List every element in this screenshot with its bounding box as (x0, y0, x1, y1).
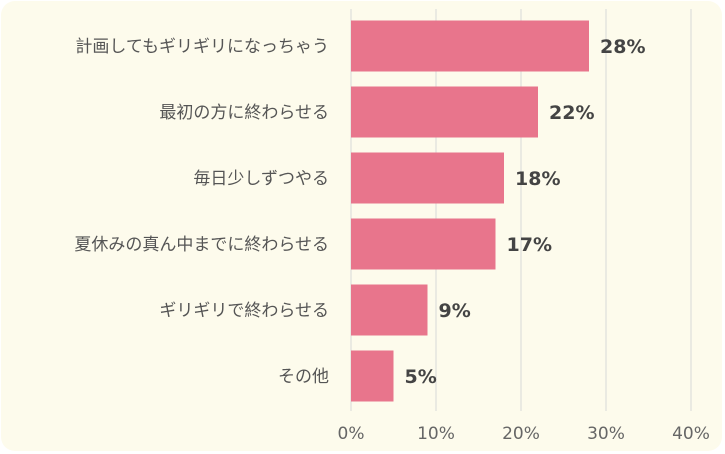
category-label: 毎日少しずつやる (193, 169, 329, 189)
category-label: 最初の方に終わらせる (159, 103, 329, 123)
category-label: ギリギリで終わらせる (159, 301, 329, 321)
data-label: 28% (600, 36, 645, 58)
bar (351, 86, 538, 138)
x-tick-label: 0% (338, 424, 365, 444)
data-label: 17% (507, 234, 552, 256)
x-tick-label: 20% (502, 424, 540, 444)
bar (351, 350, 394, 402)
data-label: 9% (439, 300, 471, 322)
x-tick-label: 40% (672, 424, 710, 444)
category-label: その他 (278, 367, 329, 387)
bar (351, 20, 589, 72)
category-label: 夏休みの真ん中までに終わらせる (74, 235, 329, 255)
x-tick-label: 30% (587, 424, 625, 444)
data-label: 22% (549, 102, 594, 124)
bar (351, 152, 504, 204)
category-label: 計画してもギリギリになっちゃう (75, 37, 329, 57)
data-label: 18% (515, 168, 560, 190)
data-label: 5% (405, 366, 437, 388)
bar (351, 218, 496, 270)
bar (351, 284, 428, 336)
x-tick-label: 10% (417, 424, 455, 444)
